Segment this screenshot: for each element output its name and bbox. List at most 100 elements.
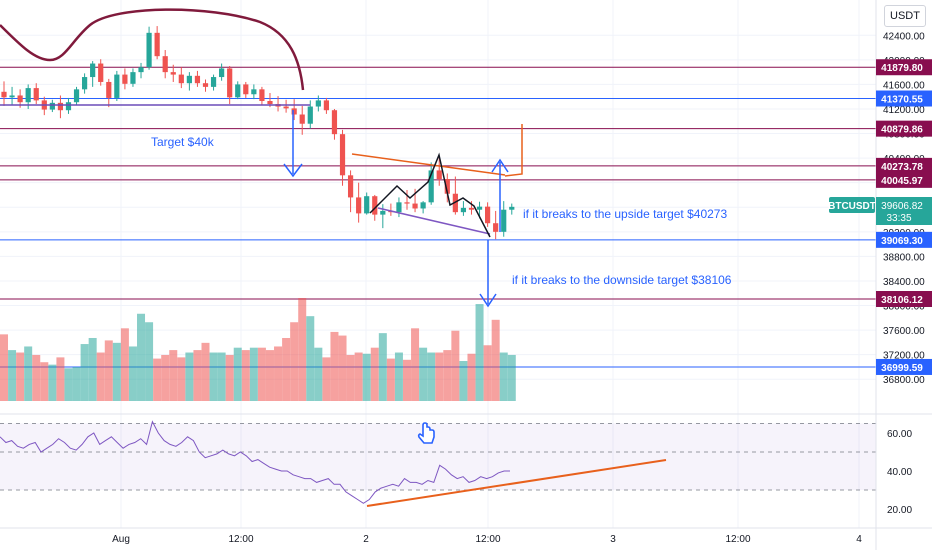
level-price-tag bbox=[876, 358, 932, 375]
price-axis[interactable]: 42400.0042000.0041600.0041200.0040800.00… bbox=[875, 0, 932, 550]
target-40k-arrowhead bbox=[283, 163, 303, 178]
user-drawings[interactable]: Target $40k if it breaks to the upside t… bbox=[0, 8, 732, 308]
rsi-line bbox=[0, 420, 510, 504]
rounded-top-drawing bbox=[0, 8, 305, 91]
level-price-tag bbox=[876, 120, 932, 137]
candle-body bbox=[509, 206, 515, 210]
candle-body bbox=[130, 72, 136, 84]
candle-body bbox=[501, 209, 507, 232]
orange-projection bbox=[504, 124, 523, 177]
volume-bar bbox=[32, 354, 41, 401]
candle-body bbox=[356, 197, 362, 214]
candle-body bbox=[485, 206, 491, 224]
level-price-tag bbox=[876, 59, 932, 76]
symbol-label: BTCUSDT bbox=[828, 201, 876, 212]
volume-bar bbox=[137, 313, 146, 401]
candle-body bbox=[106, 81, 112, 98]
volume-bar bbox=[507, 354, 516, 401]
time-tick-label: Aug bbox=[112, 534, 130, 545]
volume-bar bbox=[443, 350, 452, 401]
candle-body bbox=[267, 100, 273, 105]
volume-bar bbox=[217, 352, 226, 401]
candle-body bbox=[259, 89, 265, 101]
volume-bar bbox=[354, 352, 363, 401]
level-price-label: 41370.55 bbox=[881, 95, 923, 106]
volume-bar bbox=[48, 364, 57, 401]
volume-bar bbox=[16, 352, 25, 401]
volume-bar bbox=[0, 334, 8, 401]
candle-body bbox=[49, 102, 55, 110]
volume-bar bbox=[120, 328, 129, 401]
candle-body bbox=[436, 170, 442, 179]
volume-bars bbox=[0, 298, 516, 401]
countdown-value: 33:35 bbox=[886, 213, 911, 224]
currency-button[interactable]: USDT bbox=[884, 5, 926, 27]
rsi-drawings[interactable] bbox=[366, 422, 667, 507]
candle-body bbox=[331, 110, 338, 135]
candle-body bbox=[162, 56, 168, 73]
price-tick-label: 36800.00 bbox=[883, 375, 925, 386]
price-tick-label: 38800.00 bbox=[883, 252, 925, 263]
volume-bar bbox=[145, 322, 154, 401]
candle-body bbox=[299, 114, 305, 124]
volume-bar bbox=[370, 347, 379, 401]
candle-body bbox=[194, 75, 201, 84]
candle-body bbox=[404, 202, 410, 204]
volume-bar bbox=[499, 352, 508, 401]
level-price-label: 39069.30 bbox=[881, 236, 923, 247]
volume-bar bbox=[56, 357, 65, 401]
candle-body bbox=[396, 202, 402, 213]
price-tick-label: 37200.00 bbox=[883, 351, 925, 362]
candle-body bbox=[202, 83, 209, 87]
time-axis[interactable]: Aug 12:00 2 12:00 3 12:00 4 bbox=[0, 527, 932, 545]
time-tick-label: 12:00 bbox=[228, 534, 253, 545]
candle-body bbox=[65, 102, 72, 111]
last-price-box bbox=[876, 197, 932, 225]
annotation-target-40k: Target $40k bbox=[151, 135, 215, 149]
volume-bar bbox=[104, 340, 113, 401]
volume-bar bbox=[362, 353, 371, 401]
candle-body bbox=[307, 106, 313, 124]
volume-bar bbox=[96, 352, 105, 401]
volume-bar bbox=[177, 357, 186, 401]
candle-body bbox=[73, 89, 80, 103]
candle-body bbox=[1, 91, 7, 98]
annotation-downside-target: if it breaks to the downside target $381… bbox=[512, 273, 732, 287]
price-path-drawing bbox=[369, 152, 491, 238]
volume-bar bbox=[72, 367, 81, 401]
candle-body bbox=[339, 134, 346, 176]
volume-bar bbox=[257, 347, 266, 401]
last-price-tag: BTCUSDT 39606.82 33:35 bbox=[828, 197, 932, 225]
candle-body bbox=[315, 100, 321, 107]
volume-bar bbox=[451, 330, 460, 401]
volume-bar bbox=[8, 350, 17, 401]
candle-body bbox=[372, 196, 378, 215]
time-tick-label: 12:00 bbox=[475, 534, 500, 545]
rsi-band-fill bbox=[0, 423, 876, 490]
level-price-tag bbox=[876, 90, 932, 107]
volume-bar bbox=[427, 352, 436, 401]
candle-body bbox=[323, 100, 329, 111]
candle-body bbox=[98, 63, 104, 82]
hand-pointer-icon bbox=[417, 422, 435, 444]
symbol-tag bbox=[829, 197, 875, 213]
price-tick-label: 42400.00 bbox=[883, 31, 925, 42]
volume-bar bbox=[88, 337, 97, 401]
upside-arrowhead bbox=[491, 158, 509, 173]
volume-bar bbox=[306, 316, 315, 401]
candle-body bbox=[9, 95, 15, 98]
volume-bar bbox=[298, 298, 307, 401]
volume-bar bbox=[80, 344, 89, 401]
candle-body bbox=[154, 32, 160, 57]
last-price-value: 39606.82 bbox=[881, 201, 923, 212]
candle-body bbox=[364, 196, 370, 214]
volume-bar bbox=[483, 345, 492, 401]
rsi-pane: 60.00 40.00 20.00 bbox=[0, 413, 932, 516]
volume-bar bbox=[40, 362, 49, 401]
candle-body bbox=[444, 178, 450, 194]
candle-body bbox=[347, 175, 354, 198]
candle-body bbox=[227, 68, 233, 98]
rsi-tick-label: 60.00 bbox=[887, 429, 912, 440]
volume-bar bbox=[153, 358, 162, 401]
